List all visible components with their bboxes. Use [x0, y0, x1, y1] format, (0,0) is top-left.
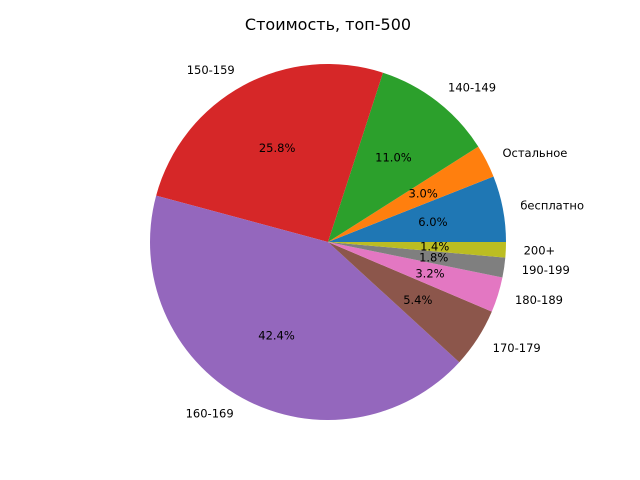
pie-slice-label-3: 150-159: [187, 63, 235, 77]
pie-slice-percent-6: 3.2%: [415, 267, 444, 281]
pie-slice-label-5: 170-179: [493, 341, 541, 355]
pie-slice-4: [149, 195, 460, 420]
pie-slice-label-0: бесплатно: [520, 198, 584, 212]
pie-slice-5: [328, 242, 492, 363]
pie-slice-percent-1: 3.0%: [409, 187, 438, 201]
pie-slice-3: [156, 64, 384, 243]
pie-slice-label-8: 200+: [524, 244, 556, 258]
pie-slice-percent-4: 42.4%: [258, 329, 295, 343]
pie-slice-percent-8: 1.4%: [420, 240, 449, 254]
pie-slice-label-7: 190-199: [522, 263, 570, 277]
pie-slice-percent-5: 5.4%: [403, 293, 432, 307]
pie-slice-8: [328, 242, 506, 258]
pie-slice-label-1: Остальное: [502, 146, 567, 160]
pie-labels: 6.0% бесплатно 3.0% Остальное 11.0% 140-149 25…: [186, 63, 584, 421]
pie-slice-0: [328, 176, 506, 242]
chart-title: Стоимость, топ-500: [245, 15, 411, 34]
pie-slice-percent-0: 6.0%: [418, 215, 447, 229]
pie-slice-percent-2: 11.0%: [375, 151, 412, 165]
pie-slice-label-6: 180-189: [515, 293, 563, 307]
pie-slice-percent-3: 25.8%: [259, 141, 296, 155]
pie-slice-2: [328, 72, 479, 242]
pie-slice-percent-7: 1.8%: [419, 250, 448, 264]
pie-slice-label-2: 140-149: [448, 80, 496, 94]
pie-slice-7: [328, 242, 506, 278]
pie-slices: [149, 64, 506, 420]
pie-slice-6: [328, 242, 503, 312]
pie-slice-label-4: 160-169: [186, 407, 234, 421]
pie-slice-1: [328, 146, 494, 242]
